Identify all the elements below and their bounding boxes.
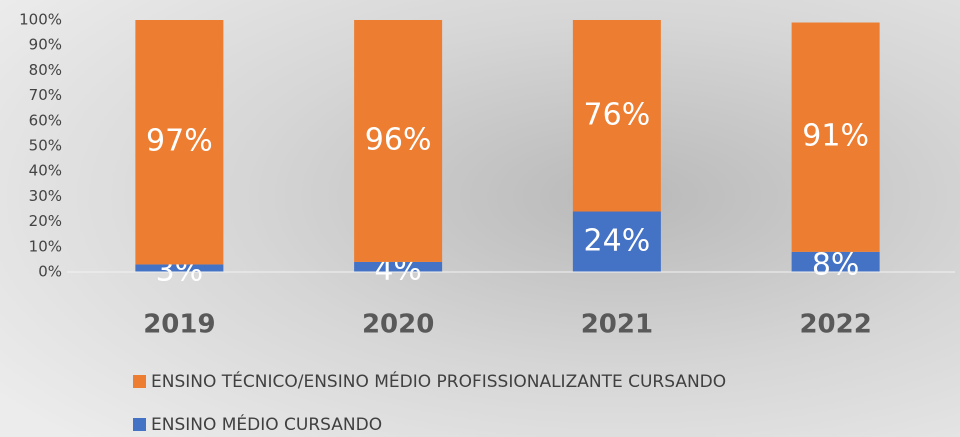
x-tick-label: 2021	[581, 310, 653, 340]
legend-swatch	[133, 375, 146, 388]
x-tick-label: 2022	[799, 310, 871, 340]
y-tick-label: 50%	[29, 137, 62, 155]
legend-swatch	[133, 418, 146, 431]
legend-label: ENSINO MÉDIO CURSANDO	[151, 413, 382, 435]
data-label: 24%	[584, 223, 651, 258]
y-tick-label: 10%	[29, 237, 62, 255]
y-tick-label: 60%	[29, 111, 62, 129]
y-tick-label: 20%	[29, 212, 62, 230]
legend-label: ENSINO TÉCNICO/ENSINO MÉDIO PROFISSIONAL…	[151, 370, 726, 392]
data-label: 76%	[584, 97, 651, 132]
data-label: 91%	[802, 119, 869, 154]
data-label: 96%	[365, 122, 432, 157]
y-tick-label: 40%	[29, 162, 62, 180]
y-tick-label: 30%	[29, 187, 62, 205]
y-tick-label: 80%	[29, 61, 62, 79]
y-tick-label: 100%	[19, 11, 62, 29]
x-tick-label: 2019	[143, 310, 215, 340]
data-label: 97%	[146, 124, 213, 159]
data-label: 8%	[812, 247, 860, 282]
y-tick-label: 90%	[29, 36, 62, 54]
x-tick-label: 2020	[362, 310, 434, 340]
y-tick-label: 70%	[29, 86, 62, 104]
chart: 0%10%20%30%40%50%60%70%80%90%100%3%97%20…	[0, 0, 960, 437]
y-tick-label: 0%	[38, 263, 62, 281]
